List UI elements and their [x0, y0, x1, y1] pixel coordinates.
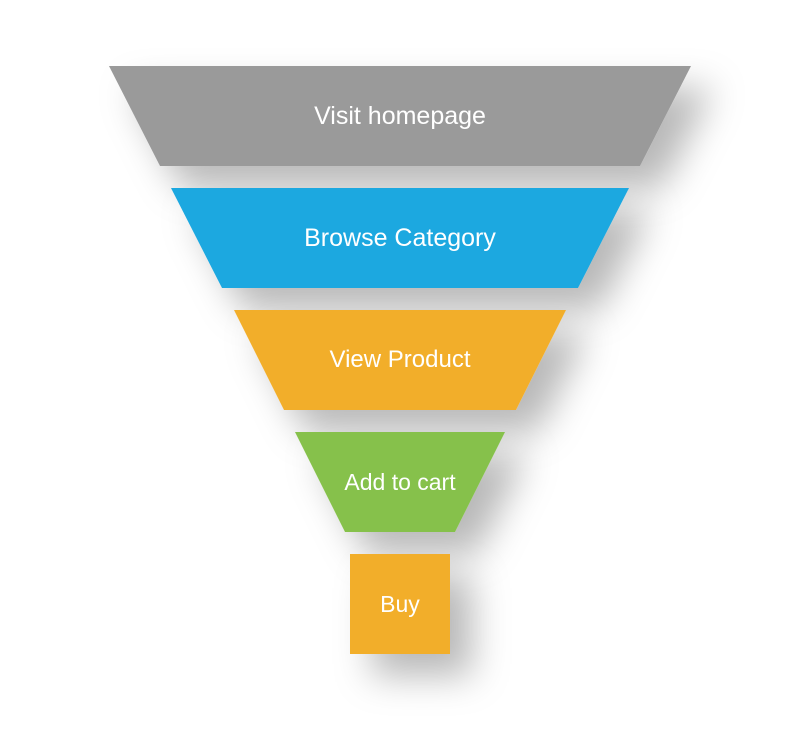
funnel-stage-browse-category [171, 188, 629, 288]
funnel-stage-visit-homepage [109, 66, 691, 166]
funnel-stage-view-product [234, 310, 566, 410]
funnel-diagram: Visit homepageBrowse CategoryView Produc… [0, 0, 800, 743]
funnel-stage-add-to-cart [295, 432, 505, 532]
funnel-stage-buy [350, 554, 450, 654]
funnel-svg [0, 0, 800, 743]
